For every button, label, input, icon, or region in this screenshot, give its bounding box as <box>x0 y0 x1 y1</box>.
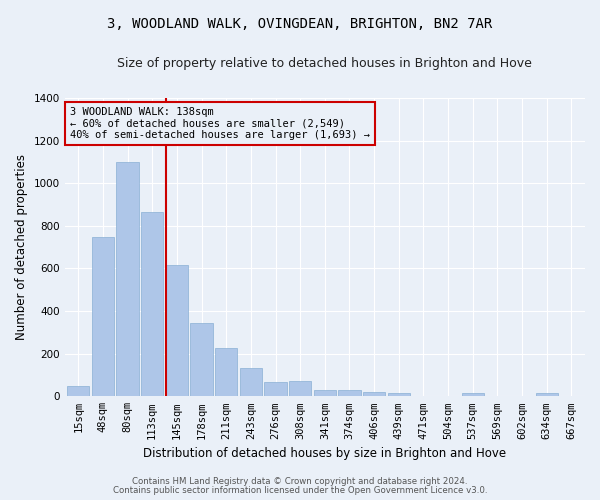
Text: 3, WOODLAND WALK, OVINGDEAN, BRIGHTON, BN2 7AR: 3, WOODLAND WALK, OVINGDEAN, BRIGHTON, B… <box>107 18 493 32</box>
Bar <box>92 236 114 396</box>
Text: Contains public sector information licensed under the Open Government Licence v3: Contains public sector information licen… <box>113 486 487 495</box>
Bar <box>190 323 212 396</box>
Bar <box>314 390 336 396</box>
Text: Contains HM Land Registry data © Crown copyright and database right 2024.: Contains HM Land Registry data © Crown c… <box>132 477 468 486</box>
Bar <box>461 394 484 396</box>
Title: Size of property relative to detached houses in Brighton and Hove: Size of property relative to detached ho… <box>118 58 532 70</box>
Bar <box>240 368 262 396</box>
Bar <box>388 394 410 396</box>
Bar <box>141 212 163 396</box>
X-axis label: Distribution of detached houses by size in Brighton and Hove: Distribution of detached houses by size … <box>143 447 506 460</box>
Bar <box>536 394 558 396</box>
Bar <box>363 392 385 396</box>
Bar <box>116 162 139 396</box>
Bar <box>166 266 188 396</box>
Bar <box>215 348 237 397</box>
Bar <box>289 382 311 396</box>
Text: 3 WOODLAND WALK: 138sqm
← 60% of detached houses are smaller (2,549)
40% of semi: 3 WOODLAND WALK: 138sqm ← 60% of detache… <box>70 107 370 140</box>
Bar <box>338 390 361 396</box>
Bar <box>265 382 287 396</box>
Y-axis label: Number of detached properties: Number of detached properties <box>15 154 28 340</box>
Bar <box>67 386 89 396</box>
